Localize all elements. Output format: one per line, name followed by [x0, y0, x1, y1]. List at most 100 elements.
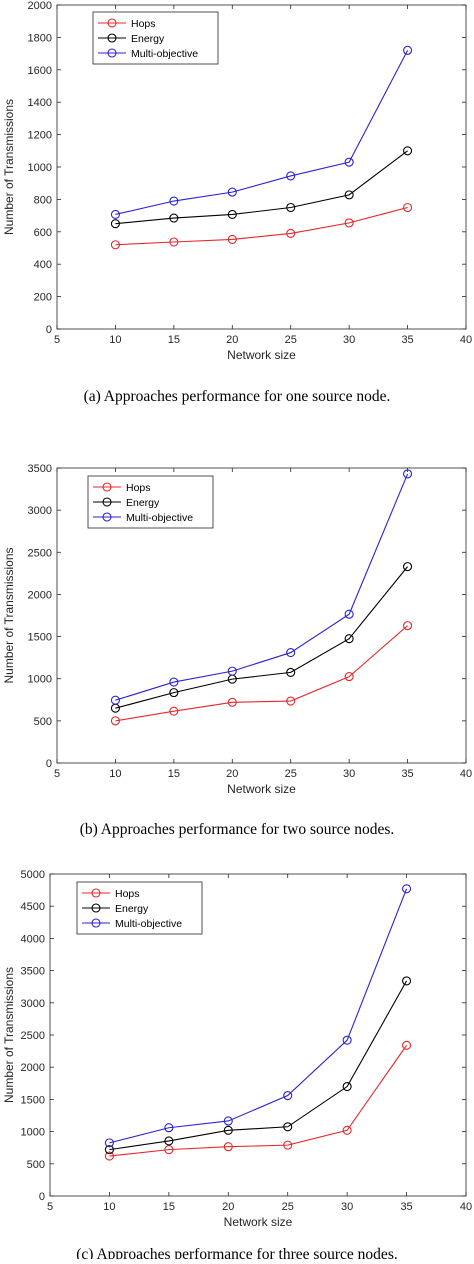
x-tick-label: 15	[168, 334, 180, 346]
y-tick-label: 2000	[21, 1062, 45, 1074]
legend-marker	[107, 33, 117, 43]
x-tick-label: 35	[401, 768, 413, 780]
data-point-multi-objective	[286, 171, 296, 181]
y-tick-label: 5000	[21, 869, 45, 881]
data-point-energy	[286, 667, 296, 677]
data-point-multi-objective	[403, 469, 413, 479]
legend-marker	[102, 512, 112, 522]
y-axis-label: Number of Transmissions	[2, 547, 16, 683]
legend-label: Multi-objective	[126, 512, 193, 524]
chart-1: 5 10 15 20 25 30 35 400200400600800100012001400…	[2, 0, 472, 405]
x-tick-label: 20	[226, 334, 238, 346]
data-point-hops	[227, 697, 237, 707]
data-point-multi-objective	[344, 609, 354, 619]
figure-caption: (b) Approaches performance for two sourc…	[80, 821, 395, 838]
series-line-multi-objective	[115, 50, 409, 216]
data-point-multi-objective	[402, 884, 412, 894]
y-tick-label: 600	[34, 227, 52, 239]
x-axis-label: Network size	[224, 1215, 293, 1229]
data-point-energy	[164, 1136, 174, 1146]
series-line-multi-objective	[115, 473, 409, 701]
data-point-hops	[403, 202, 413, 213]
data-point-multi-objective	[227, 666, 237, 676]
x-tick-label: 5	[54, 334, 60, 346]
x-tick-label: 30	[343, 768, 355, 780]
chart-3: 5 10 15 20 25 30 35 40 0 500 1000 1500 2000 2500 3000 3…	[2, 869, 472, 1263]
y-tick-label: 0	[46, 324, 52, 336]
data-point-energy	[344, 634, 354, 644]
data-point-hops	[344, 672, 354, 682]
x-tick-label: 40	[460, 334, 472, 346]
legend-label: Energy	[131, 33, 165, 45]
legend-label: Multi-objective	[115, 918, 182, 930]
data-point-hops	[110, 240, 120, 250]
y-axis-label: Number of Transmissions	[2, 967, 16, 1103]
data-point-hops	[286, 228, 296, 238]
series-line-energy	[115, 150, 408, 225]
x-tick-label: 5	[54, 768, 60, 780]
x-tick-label: 5	[47, 1201, 53, 1213]
data-point-hops	[104, 1151, 114, 1161]
x-tick-label: 25	[285, 334, 297, 346]
y-tick-label: 400	[34, 259, 52, 271]
legend-marker	[91, 903, 101, 913]
x-tick-label: 25	[285, 768, 297, 780]
x-tick-label: 25	[282, 1201, 294, 1213]
data-point-energy	[283, 1122, 293, 1132]
series-line-multi-objective	[109, 888, 408, 1144]
x-tick-label: 15	[168, 768, 180, 780]
data-point-hops	[344, 218, 354, 228]
data-point-energy	[169, 213, 179, 223]
legend-marker	[107, 48, 117, 58]
legend-label: Hops	[115, 888, 140, 900]
y-tick-label: 0	[39, 1191, 45, 1203]
x-axis-label: Network size	[227, 348, 296, 362]
y-tick-label: 1000	[21, 1127, 45, 1139]
data-point-hops	[283, 1140, 293, 1150]
y-tick-label: 4500	[21, 901, 45, 913]
figure-caption: (c) Approaches performance for three sou…	[76, 1246, 397, 1259]
legend-marker	[91, 888, 101, 898]
y-axis-label: Number of Transmissions	[2, 99, 16, 235]
data-point-hops	[403, 621, 413, 631]
figure-caption: (a) Approaches performance for one sourc…	[84, 388, 391, 405]
series-line-energy	[109, 980, 408, 1151]
y-tick-label: 1800	[28, 32, 52, 44]
x-tick-label: 20	[226, 768, 238, 780]
data-point-hops	[286, 696, 296, 706]
data-point-hops	[169, 706, 179, 716]
y-tick-label: 2500	[21, 1030, 45, 1042]
x-tick-label: 10	[109, 334, 121, 346]
data-point-hops	[110, 716, 120, 726]
legend-marker	[102, 482, 112, 492]
data-point-multi-objective	[110, 209, 120, 220]
data-point-energy	[169, 688, 179, 698]
data-point-multi-objective	[342, 1035, 352, 1045]
y-tick-label: 1500	[28, 632, 52, 644]
y-tick-label: 1000	[28, 162, 52, 174]
data-point-hops	[169, 237, 179, 247]
x-tick-label: 35	[400, 1201, 412, 1213]
y-tick-label: 2000	[28, 0, 52, 12]
data-point-multi-objective	[164, 1123, 174, 1133]
chart-2: 5 10 15 20 25 30 35 40 0 500 1000 1500 2000 2500 3000 3…	[2, 463, 472, 838]
y-tick-label: 1600	[28, 65, 52, 77]
data-point-energy	[342, 1081, 352, 1092]
legend-label: Energy	[126, 497, 160, 509]
data-point-hops	[164, 1145, 174, 1155]
data-point-hops	[342, 1125, 352, 1135]
series-line-hops	[115, 625, 408, 722]
data-point-multi-objective	[344, 157, 354, 167]
series-line-energy	[115, 566, 408, 709]
y-tick-label: 1400	[28, 97, 52, 109]
y-tick-label: 2500	[28, 547, 52, 559]
data-point-multi-objective	[110, 695, 120, 705]
data-point-energy	[403, 562, 413, 572]
series-line-hops	[115, 206, 408, 246]
y-tick-label: 4000	[21, 933, 45, 945]
data-point-energy	[223, 1125, 233, 1135]
y-tick-label: 3500	[28, 463, 52, 475]
legend-label: Hops	[126, 482, 151, 494]
y-tick-label: 800	[34, 194, 52, 206]
